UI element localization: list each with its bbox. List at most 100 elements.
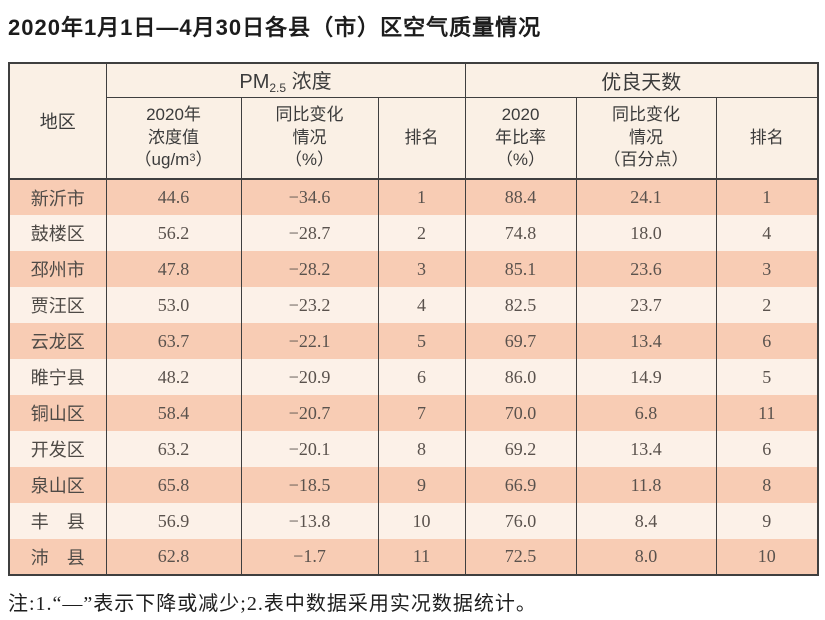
- table-body: 新沂市 44.6 −34.6 1 88.4 24.1 1 鼓楼区 56.2 −28.7 2 74.8 1…: [8, 179, 819, 575]
- pm-value-unit-pre: （ug/m: [134, 149, 190, 169]
- pm-value-unit-post: ）: [195, 149, 213, 169]
- cell-gd-rate: 70.0: [464, 395, 577, 431]
- cell-pm-change: −18.5: [240, 467, 379, 503]
- col-header-region: 地区: [8, 63, 107, 180]
- table-row: 丰 县 56.9 −13.8 10 76.0 8.4 9: [8, 503, 819, 539]
- pm-value-unit-sup: 3: [189, 151, 196, 164]
- cell-pm-rank: 8: [377, 431, 466, 467]
- cell-gd-change: 24.1: [575, 179, 717, 215]
- cell-gd-rate: 76.0: [464, 503, 577, 539]
- cell-gd-rate: 69.7: [464, 323, 577, 359]
- cell-region: 贾汪区: [8, 287, 107, 323]
- gd-change-line2: 情况: [629, 127, 663, 147]
- col-header-pm-change: 同比变化 情况 （%）: [240, 97, 379, 180]
- pm-change-line3: （%）: [284, 149, 335, 169]
- gd-rate-line1: 2020: [501, 105, 540, 125]
- table-row: 鼓楼区 56.2 −28.7 2 74.8 18.0 4: [8, 215, 819, 251]
- cell-pm-rank: 10: [377, 503, 466, 539]
- cell-gd-rate: 88.4: [464, 179, 577, 215]
- pm-change-line2: 情况: [292, 127, 327, 147]
- cell-pm-value: 53.0: [105, 287, 242, 323]
- cell-region: 云龙区: [8, 323, 107, 359]
- pm25-subscript: 2.5: [269, 81, 287, 96]
- cell-region: 睢宁县: [8, 359, 107, 395]
- cell-pm-rank: 5: [377, 323, 466, 359]
- cell-region: 开发区: [8, 431, 107, 467]
- footnote: 注:1.“—”表示下降或减少;2.表中数据采用实况数据统计。: [8, 593, 537, 615]
- cell-gd-rank: 4: [715, 215, 819, 251]
- cell-gd-rate: 74.8: [464, 215, 577, 251]
- table-row: 沛 县 62.8 −1.7 11 72.5 8.0 10: [8, 539, 819, 575]
- table-row: 云龙区 63.7 −22.1 5 69.7 13.4 6: [8, 323, 819, 359]
- cell-pm-rank: 4: [377, 287, 466, 323]
- cell-pm-rank: 6: [377, 359, 466, 395]
- table-row: 贾汪区 53.0 −23.2 4 82.5 23.7 2: [8, 287, 819, 323]
- header-sub-row: 2020年 浓度值 （ug/m3） 同比变化 情况 （%） 排名 2020 年比…: [9, 97, 819, 180]
- cell-gd-rank: 1: [715, 179, 819, 215]
- cell-region: 丰 县: [8, 503, 107, 539]
- table-row: 开发区 63.2 −20.1 8 69.2 13.4 6: [8, 431, 819, 467]
- cell-gd-rate: 85.1: [464, 251, 577, 287]
- cell-gd-change: 8.0: [575, 539, 717, 575]
- col-header-gd-rate: 2020 年比率 （%）: [464, 97, 577, 180]
- cell-gd-change: 11.8: [575, 467, 717, 503]
- gd-rate-line2: 年比率: [495, 127, 546, 147]
- cell-gd-change: 6.8: [575, 395, 717, 431]
- col-header-pm-rank: 排名: [377, 97, 466, 180]
- cell-gd-rate: 69.2: [464, 431, 577, 467]
- pm-value-line2: 浓度值: [148, 127, 199, 147]
- cell-pm-rank: 9: [377, 467, 466, 503]
- cell-pm-rank: 7: [377, 395, 466, 431]
- cell-pm-change: −1.7: [240, 539, 379, 575]
- pm25-label-suffix: 浓度: [286, 71, 332, 94]
- cell-pm-value: 63.2: [105, 431, 242, 467]
- table-row: 泉山区 65.8 −18.5 9 66.9 11.8 8: [8, 467, 819, 503]
- table-row: 邳州市 47.8 −28.2 3 85.1 23.6 3: [8, 251, 819, 287]
- cell-pm-rank: 1: [377, 179, 466, 215]
- cell-pm-rank: 11: [377, 539, 466, 575]
- cell-pm-change: −20.7: [240, 395, 379, 431]
- cell-pm-rank: 3: [377, 251, 466, 287]
- cell-gd-rank: 10: [715, 539, 819, 575]
- cell-pm-change: −34.6: [240, 179, 379, 215]
- header-group-row: 地区 PM2.5 浓度 优良天数: [8, 63, 819, 180]
- pm-change-line1: 同比变化: [275, 105, 344, 125]
- cell-region: 铜山区: [8, 395, 107, 431]
- cell-gd-change: 23.6: [575, 251, 717, 287]
- table-row: 新沂市 44.6 −34.6 1 88.4 24.1 1: [8, 179, 819, 215]
- cell-pm-change: −23.2: [240, 287, 379, 323]
- cell-gd-rank: 3: [715, 251, 819, 287]
- gd-rate-line3: （%）: [495, 149, 546, 169]
- page-title: 2020年1月1日—4月30日各县（市）区空气质量情况: [8, 15, 542, 40]
- cell-gd-rank: 6: [715, 323, 819, 359]
- good-days-group-header: 优良天数: [464, 63, 819, 98]
- air-quality-table: 地区 PM2.5 浓度 优良天数 2020年 浓度值 （ug/m3） 同比变化 …: [8, 62, 819, 576]
- pm25-label: PM: [239, 71, 270, 94]
- cell-pm-value: 56.9: [105, 503, 242, 539]
- cell-gd-change: 13.4: [575, 323, 717, 359]
- cell-pm-change: −20.9: [240, 359, 379, 395]
- pm-value-line1: 2020年: [146, 105, 201, 125]
- table-row: 铜山区 58.4 −20.7 7 70.0 6.8 11: [8, 395, 819, 431]
- cell-pm-change: −28.2: [240, 251, 379, 287]
- cell-pm-change: −20.1: [240, 431, 379, 467]
- gd-change-line1: 同比变化: [612, 105, 680, 125]
- cell-pm-value: 62.8: [105, 539, 242, 575]
- cell-gd-change: 8.4: [575, 503, 717, 539]
- cell-pm-value: 65.8: [105, 467, 242, 503]
- cell-pm-value: 47.8: [105, 251, 242, 287]
- cell-pm-rank: 2: [377, 215, 466, 251]
- cell-gd-change: 23.7: [575, 287, 717, 323]
- cell-region: 泉山区: [8, 467, 107, 503]
- cell-gd-rate: 72.5: [464, 539, 577, 575]
- cell-region: 鼓楼区: [8, 215, 107, 251]
- col-header-gd-rank: 排名: [715, 97, 819, 180]
- cell-pm-change: −22.1: [240, 323, 379, 359]
- cell-gd-change: 14.9: [575, 359, 717, 395]
- cell-pm-change: −28.7: [240, 215, 379, 251]
- cell-gd-rank: 8: [715, 467, 819, 503]
- cell-gd-rank: 2: [715, 287, 819, 323]
- pm25-group-header: PM2.5 浓度: [105, 63, 466, 98]
- cell-gd-rate: 86.0: [464, 359, 577, 395]
- cell-gd-change: 13.4: [575, 431, 717, 467]
